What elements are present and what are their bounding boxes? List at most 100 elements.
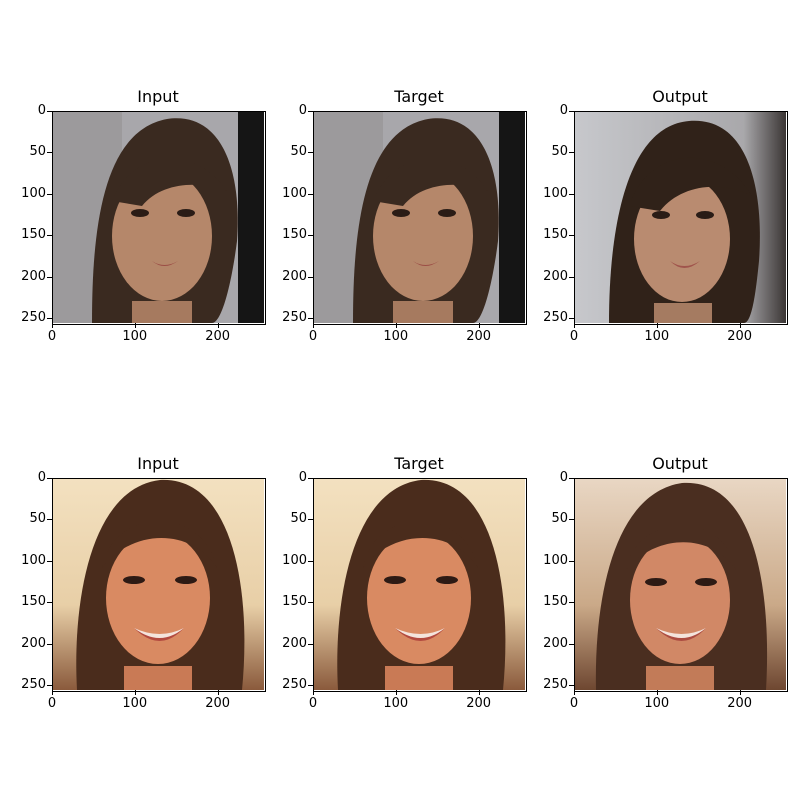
x-tick-label: 200	[727, 329, 753, 344]
x-tick-label: 100	[122, 696, 148, 711]
face-image	[574, 478, 786, 690]
x-tick-mark	[217, 323, 219, 328]
y-tick-mark	[569, 318, 574, 320]
y-tick-label: 150	[543, 227, 568, 243]
y-tick-label: 0	[37, 470, 46, 485]
panel-row2-target: Target 0 50 100 150 200 250 0 100 200	[282, 454, 527, 711]
y-tick-label: 0	[37, 103, 46, 118]
x-tick-label: 0	[308, 329, 318, 344]
x-tick-label: 200	[466, 329, 492, 344]
y-tick-label: 250	[543, 310, 568, 326]
y-tick-label: 0	[298, 103, 307, 118]
x-tick-label: 0	[308, 696, 318, 711]
y-tick-mark	[308, 519, 313, 521]
y-tick-mark	[308, 318, 313, 320]
y-tick-mark	[47, 602, 52, 604]
y-tick-label: 250	[21, 677, 46, 693]
x-tick-label: 100	[383, 329, 409, 344]
y-tick-mark	[47, 235, 52, 237]
y-tick-mark	[47, 111, 52, 112]
y-tick-mark	[308, 276, 313, 278]
y-tick-mark	[47, 193, 52, 195]
x-tick-mark	[134, 690, 136, 695]
y-tick-label: 150	[543, 594, 568, 610]
x-tick-mark	[739, 323, 741, 328]
y-tick-label: 100	[543, 185, 568, 201]
x-tick-label: 0	[47, 696, 57, 711]
y-tick-mark	[308, 478, 313, 479]
face-image	[313, 111, 525, 323]
x-tick-label: 200	[205, 329, 231, 344]
x-tick-mark	[313, 323, 314, 328]
y-tick-mark	[47, 643, 52, 645]
face-image	[52, 111, 264, 323]
y-tick-mark	[308, 643, 313, 645]
x-tick-mark	[395, 690, 397, 695]
y-tick-label: 100	[21, 552, 46, 568]
panel-title: Output	[652, 454, 708, 473]
y-tick-label: 0	[298, 470, 307, 485]
x-tick-label: 100	[644, 696, 670, 711]
y-tick-mark	[47, 318, 52, 320]
x-tick-mark	[52, 690, 53, 695]
y-tick-mark	[308, 193, 313, 195]
x-tick-mark	[217, 690, 219, 695]
face-image	[313, 478, 525, 690]
y-tick-label: 150	[21, 594, 46, 610]
face-image	[52, 478, 264, 690]
y-tick-mark	[569, 235, 574, 237]
y-tick-mark	[47, 276, 52, 278]
x-tick-mark	[656, 323, 658, 328]
y-tick-label: 200	[282, 635, 307, 651]
x-tick-label: 100	[122, 329, 148, 344]
y-tick-mark	[47, 519, 52, 521]
y-tick-mark	[569, 111, 574, 112]
face-image	[574, 111, 786, 323]
y-tick-mark	[569, 478, 574, 479]
x-tick-label: 100	[644, 329, 670, 344]
y-tick-mark	[569, 685, 574, 687]
y-tick-mark	[308, 560, 313, 562]
y-tick-label: 100	[282, 552, 307, 568]
y-tick-label: 150	[21, 227, 46, 243]
y-tick-mark	[569, 152, 574, 154]
panel-title: Input	[137, 454, 179, 473]
y-tick-label: 200	[21, 268, 46, 284]
panel-row2-output: Output 0 50 100 150 200 250 0 100 200	[543, 454, 788, 711]
y-tick-label: 250	[282, 310, 307, 326]
panel-title: Target	[394, 454, 444, 473]
y-tick-label: 0	[559, 103, 568, 118]
x-tick-label: 0	[47, 329, 57, 344]
y-tick-label: 200	[543, 268, 568, 284]
y-tick-label: 200	[543, 635, 568, 651]
y-tick-mark	[308, 685, 313, 687]
panel-row2-input: Input 0 50 100 150 200 250 0 100 200	[21, 454, 266, 711]
x-tick-mark	[395, 323, 397, 328]
y-tick-mark	[308, 152, 313, 154]
y-tick-label: 50	[290, 144, 307, 160]
x-tick-mark	[574, 323, 575, 328]
x-tick-mark	[313, 690, 314, 695]
y-tick-label: 150	[282, 227, 307, 243]
x-tick-mark	[478, 690, 480, 695]
panel-row1-output: Output 0 50 100 150 200 250 0 100 200	[543, 87, 788, 344]
x-tick-label: 100	[383, 696, 409, 711]
y-tick-mark	[47, 152, 52, 154]
y-tick-mark	[569, 560, 574, 562]
y-tick-label: 100	[543, 552, 568, 568]
x-tick-label: 0	[569, 696, 579, 711]
y-tick-label: 50	[29, 511, 46, 527]
panel-title: Input	[137, 87, 179, 106]
y-tick-mark	[569, 643, 574, 645]
panel-row1-input: Input 0 50 100 150 200 250 0 100 200	[21, 87, 266, 344]
panel-title: Output	[652, 87, 708, 106]
x-tick-mark	[739, 690, 741, 695]
panel-title: Target	[394, 87, 444, 106]
y-tick-label: 0	[559, 470, 568, 485]
y-tick-mark	[569, 519, 574, 521]
y-tick-mark	[47, 560, 52, 562]
x-tick-label: 200	[205, 696, 231, 711]
y-tick-label: 100	[282, 185, 307, 201]
y-tick-label: 250	[282, 677, 307, 693]
y-tick-label: 250	[543, 677, 568, 693]
